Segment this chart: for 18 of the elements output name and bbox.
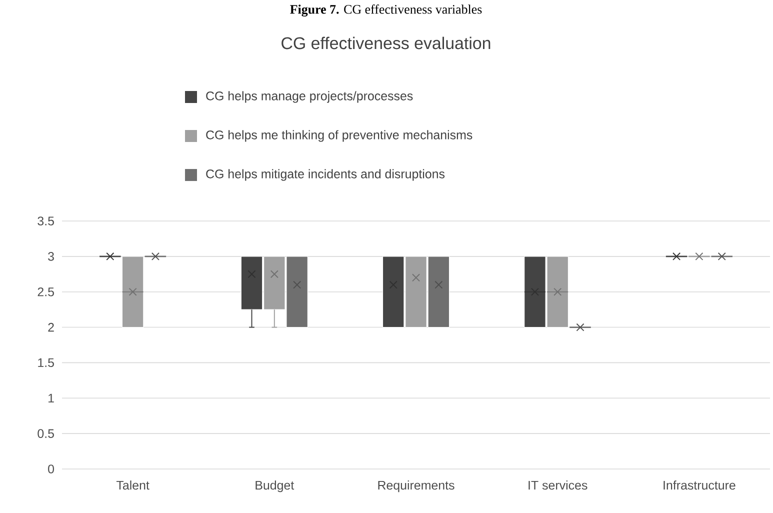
y-tick-label: 2.5 xyxy=(38,287,54,296)
legend-label: CG helps manage projects/processes xyxy=(206,91,413,103)
y-tick-label: 3 xyxy=(48,252,54,261)
x-tick-label: IT services xyxy=(528,480,588,490)
y-tick-label: 0 xyxy=(48,464,54,474)
legend-label: CG helps mitigate incidents and disruptions xyxy=(206,169,445,181)
x-tick-label: Talent xyxy=(116,480,150,490)
text: Figure 7. CG effectiveness variables xyxy=(290,4,482,16)
y-tick-label: 2 xyxy=(48,322,54,332)
y-tick-label: 3.5 xyxy=(38,216,54,226)
chart-title: CG effectiveness evaluation xyxy=(282,36,490,50)
y-tick-label: 1 xyxy=(48,394,54,402)
y-tick-label: 0.5 xyxy=(38,429,54,438)
legend-label: CG helps me thinking of preventive mechanisms xyxy=(206,130,472,142)
x-tick-label: Requirements xyxy=(378,480,454,492)
y-tick-label: 1.5 xyxy=(38,358,54,368)
x-tick-label: Budget xyxy=(256,480,294,492)
x-tick-label: Infrastructure xyxy=(664,480,736,490)
